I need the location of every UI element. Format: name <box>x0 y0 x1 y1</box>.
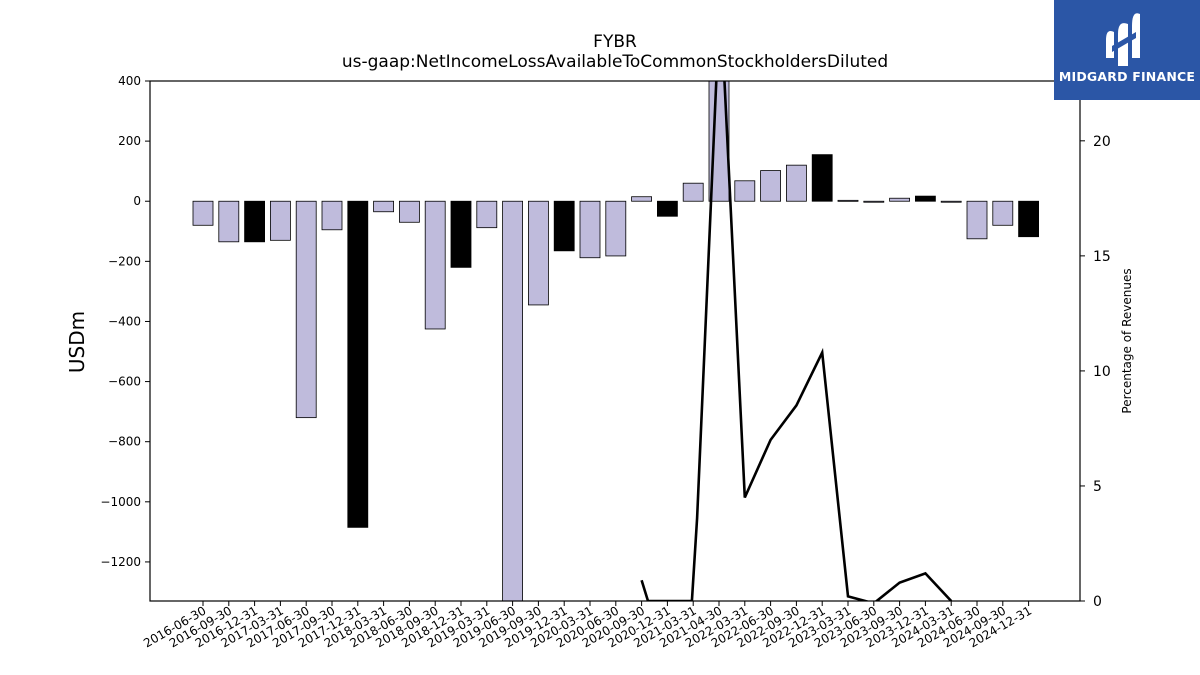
bar-2019-06-30 <box>502 200 524 601</box>
bar-2016-12-31 <box>244 200 266 243</box>
bar-2020-06-30 <box>605 200 627 257</box>
bar-2022-12-31 <box>811 154 833 202</box>
bar-2024-06-30 <box>966 200 988 240</box>
bar-2022-09-30 <box>786 164 807 202</box>
bar-2023-03-31 <box>837 199 859 202</box>
bar-2023-09-30 <box>889 197 910 202</box>
y-tick-label: −1000 <box>100 495 141 509</box>
bar-2022-06-30 <box>760 170 781 202</box>
y2-tick-label: 10 <box>1093 364 1111 380</box>
bar-2020-03-31 <box>579 200 601 259</box>
bar-2016-06-30 <box>192 200 214 226</box>
bar-2023-06-30 <box>863 200 885 203</box>
bar-2024-12-31 <box>1018 200 1039 238</box>
bar-2023-12-31 <box>915 195 936 202</box>
chart-title: FYBR <box>593 32 637 52</box>
y2-tick-label: 15 <box>1093 249 1111 265</box>
y-tick-label: −200 <box>108 254 141 268</box>
bar-2018-06-30 <box>398 200 420 223</box>
y2-tick-label: 20 <box>1093 134 1111 150</box>
y-tick-label: −1200 <box>100 555 141 569</box>
y-tick-label: −600 <box>108 375 141 389</box>
percentage-line-series <box>640 81 953 601</box>
midgard-finance-logo: MIDGARD FINANCE <box>1054 0 1200 100</box>
bar-2018-12-31 <box>450 200 472 268</box>
bar-2024-09-30 <box>992 200 1014 226</box>
bar-2018-09-30 <box>424 200 446 330</box>
y-axis-label: USDm <box>65 311 89 373</box>
bar-2020-09-30 <box>631 196 652 202</box>
percentage-line <box>640 81 953 601</box>
axes: 400 200 0 −200 −400 −600 −800 −1000 −1200 0 5 10 15 2… <box>100 74 1110 650</box>
bar-2017-03-31 <box>269 200 291 241</box>
bar-2022-03-31 <box>734 180 756 202</box>
bar-2024-03-31 <box>940 200 962 203</box>
bar-2019-03-31 <box>476 200 498 229</box>
y-tick-label: −400 <box>108 314 141 328</box>
bar-2016-09-30 <box>218 200 240 243</box>
y-tick-label: 200 <box>118 134 141 148</box>
y-tick-label: −800 <box>108 435 141 449</box>
bar-2017-12-31 <box>347 200 369 528</box>
bar-2017-06-30 <box>295 200 317 419</box>
bar-2018-03-31 <box>373 200 395 213</box>
y2-tick-label: 0 <box>1093 594 1102 610</box>
bar-2021-03-31 <box>682 182 704 202</box>
bar-2019-12-31 <box>553 200 575 252</box>
y2-axis-label: Percentage of Revenues <box>1120 268 1134 413</box>
chart-subtitle: us-gaap:NetIncomeLossAvailableToCommonSt… <box>341 52 889 72</box>
bar-2020-12-31 <box>657 200 678 217</box>
bar-2019-09-30 <box>528 200 549 306</box>
midgard-logo-icon <box>1106 13 1140 66</box>
y2-tick-label: 5 <box>1093 479 1102 495</box>
logo-text: MIDGARD FINANCE <box>1058 69 1196 84</box>
bar-series <box>192 81 1039 601</box>
y-tick-label: 0 <box>133 194 141 208</box>
y-tick-label: 400 <box>118 74 141 88</box>
bar-2017-09-30 <box>321 200 343 231</box>
plot-frame <box>149 80 1081 602</box>
